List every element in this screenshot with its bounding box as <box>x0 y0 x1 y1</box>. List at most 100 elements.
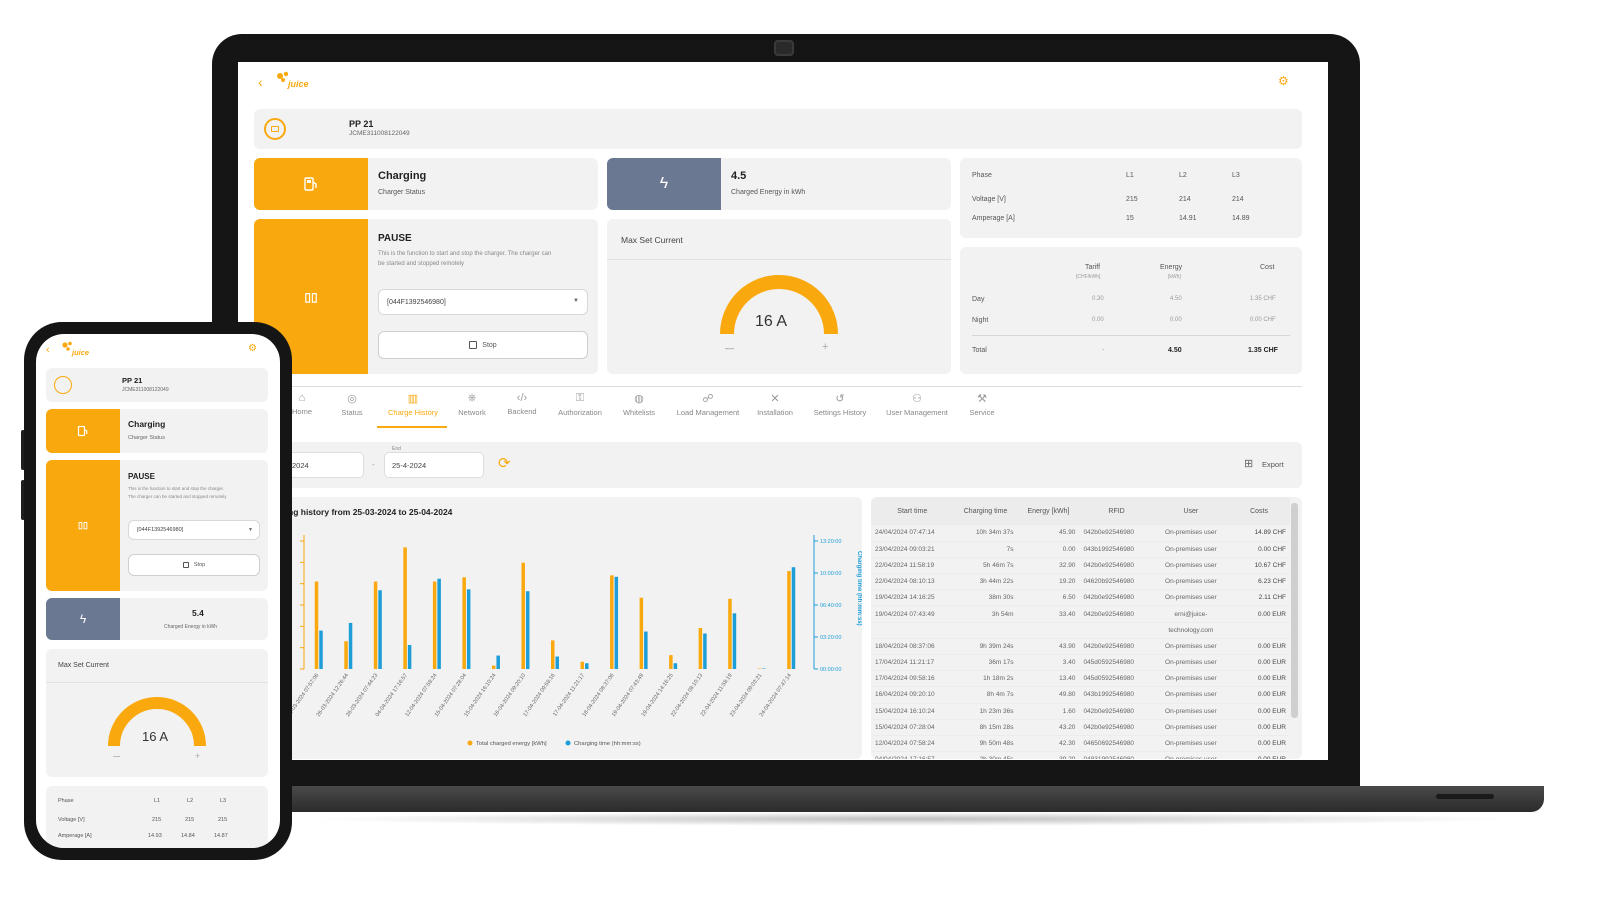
tab-whitelists[interactable]: ◍ Whitelists <box>604 392 674 417</box>
tab-home[interactable]: ⌂ Home <box>267 392 337 416</box>
voltage-l1: 215 <box>1126 196 1138 203</box>
table-row[interactable]: 17/04/2024 11:21:17 36m 17s 3.40 045d059254… <box>871 654 1290 672</box>
laptop-base <box>258 786 1544 812</box>
settings-gear-icon[interactable]: ⚙ <box>1278 74 1289 88</box>
table-cell: 16/04/2024 09:20:10 <box>871 686 954 704</box>
energy-bar <box>551 640 555 669</box>
day-label: Day <box>972 296 985 303</box>
stop-button[interactable]: Stop <box>128 554 260 576</box>
tab-installation[interactable]: ✕ Installation <box>740 392 810 417</box>
rfid-select[interactable]: [044F1392546980] ▼ <box>128 520 260 540</box>
export-table-icon[interactable]: ⊞ <box>1244 458 1254 470</box>
table-header-cell[interactable]: User <box>1183 507 1199 515</box>
voltage-l1: 215 <box>152 817 162 823</box>
table-row[interactable]: 16/04/2024 09:20:10 8h 4m 7s 49.80 043b1992… <box>871 686 1290 704</box>
device-serial: JCME311008122049 <box>122 387 169 393</box>
table-cell: 2.11 CHF <box>1228 589 1290 607</box>
refresh-icon[interactable]: ⟳ <box>498 455 511 472</box>
tab-authorization[interactable]: ⚿ Authorization <box>545 392 615 417</box>
x-tick-label: 04-04-2024 17:16:57 <box>375 673 409 718</box>
load-icon: ☍ <box>702 393 714 405</box>
table-header-cell[interactable]: Costs <box>1250 507 1268 515</box>
table-row[interactable]: 12/04/2024 07:58:24 9h 50m 48s 42.30 046506… <box>871 735 1290 753</box>
tab-service[interactable]: ⚒ Service <box>947 392 1017 417</box>
device-serial: JCME311008122049 <box>349 130 410 137</box>
tab-user-management[interactable]: ⚇ User Management <box>882 392 952 417</box>
table-row[interactable]: 17/04/2024 09:58:16 1h 18m 2s 13.40 045d059… <box>871 670 1290 688</box>
table-cell: 0.00 EUR <box>1228 719 1290 736</box>
tab-network[interactable]: ⎈ Network <box>437 392 507 417</box>
status-subtitle: Charger Status <box>378 189 426 196</box>
table-row[interactable]: 23/04/2024 09:03:21 7s 0.00 043b1992546980 O… <box>871 541 1290 558</box>
table-row[interactable]: 24/04/2024 07:47:14 10h 34m 37s 45.90 042b0… <box>871 525 1290 542</box>
energy-label: Charged Energy in kWh <box>731 189 806 196</box>
export-button[interactable]: Export <box>1262 460 1284 469</box>
tab-backend[interactable]: ‹/› Backend <box>487 392 557 416</box>
device-name: PP 21 <box>122 376 143 385</box>
charging-time-bar <box>673 663 678 669</box>
current-gauge[interactable] <box>719 274 839 338</box>
table-scrollbar[interactable] <box>1291 503 1298 718</box>
table-cell: 33.40 <box>1017 605 1080 623</box>
voltage-l3: 214 <box>1232 196 1244 203</box>
table-row[interactable]: 19/04/2024 07:43:49 3h 54m 33.40 042b0e9254… <box>871 605 1290 623</box>
increase-button[interactable]: + <box>195 751 201 761</box>
decrease-button[interactable]: — <box>113 753 120 760</box>
tab-charge-history[interactable]: ▥ Charge History <box>378 392 448 417</box>
table-cell <box>1228 622 1290 639</box>
charging-time-bar <box>555 656 559 669</box>
tab-label: Backend <box>507 407 537 416</box>
back-chevron-icon[interactable]: ‹ <box>46 344 50 356</box>
table-header-cell[interactable]: Charging time <box>963 507 1008 515</box>
night-cost: 0.00 CHF <box>1250 317 1276 323</box>
table-cell: 1h 18m 2s <box>953 670 1018 688</box>
decrease-button[interactable]: — <box>725 343 734 353</box>
settings-gear-icon[interactable]: ⚙ <box>248 343 257 354</box>
end-date-input[interactable]: 25-4-2024 <box>384 452 484 478</box>
pause-icon[interactable]: ▯▯ <box>46 460 120 591</box>
table-row[interactable]: 04/04/2024 17:16:572h 30m 45s39.20048319… <box>871 751 1290 759</box>
tab-load-management[interactable]: ☍ Load Management <box>671 392 745 417</box>
table-row[interactable]: 15/04/2024 16:10:24 1h 23m 36s 1.60 042b0e9… <box>871 703 1290 720</box>
charging-time-bar <box>762 668 766 669</box>
table-row[interactable]: 22/04/2024 11:58:19 5h 46m 7s 32.90 042b0e9… <box>871 557 1290 575</box>
stop-button[interactable]: Stop <box>378 331 588 359</box>
table-cell: 0.00 EUR <box>1228 654 1290 672</box>
table-row[interactable]: 18/04/2024 08:37:06 9h 39m 24s 43.90 042b0e… <box>871 638 1290 656</box>
table-cell: 2h 30m 45s <box>953 751 1018 759</box>
table-row[interactable]: technology.com <box>871 622 1290 639</box>
table-cell: 15/04/2024 07:28:04 <box>871 719 954 736</box>
amperage-l1: 15 <box>1126 215 1134 222</box>
table-header-cell[interactable]: Start time <box>897 507 928 515</box>
start-date-input[interactable]: 2024 <box>284 452 364 478</box>
table-cell: 0.00 EUR <box>1228 638 1290 656</box>
table-cell: On-premises user <box>1153 557 1229 575</box>
table-cell: 12/04/2024 07:58:24 <box>871 735 954 753</box>
current-gauge[interactable] <box>107 697 207 749</box>
table-header-cell[interactable]: RFID <box>1108 507 1125 515</box>
tab-label: Whitelists <box>622 408 656 417</box>
tab-status[interactable]: ◎ Status <box>317 392 387 417</box>
table-cell: 0.00 <box>1017 541 1080 558</box>
energy-label: Charged Energy in kWh <box>164 624 218 630</box>
table-cell: 45.90 <box>1017 525 1080 542</box>
table-cell: 14.89 CHF <box>1228 525 1290 542</box>
history-icon: ↺ <box>835 393 845 405</box>
right-axis-tick-label: 03:20:00 <box>820 635 841 641</box>
table-header-cell[interactable]: Energy [kWh] <box>1027 507 1070 515</box>
table-row[interactable]: 19/04/2024 14:16:25 38m 30s 6.50 042b0e9254… <box>871 589 1290 607</box>
x-tick-label: 24-04-2024 07:47:14 <box>759 673 793 718</box>
tab-settings-history[interactable]: ↺ Settings History <box>805 392 875 417</box>
charging-time-bar <box>585 663 589 669</box>
lightning-icon: ϟ <box>46 598 120 640</box>
total-tariff: - <box>1102 347 1105 354</box>
phase-l3-header: L3 <box>1232 172 1240 179</box>
back-chevron-icon[interactable]: ‹ <box>258 74 263 90</box>
device-header: PP 21 JCME311008122049 <box>46 368 268 402</box>
table-row[interactable]: 15/04/2024 07:28:04 8h 15m 28s 43.20 042b0e… <box>871 719 1290 736</box>
table-cell: 18/04/2024 08:37:06 <box>871 638 954 656</box>
table-row[interactable]: 22/04/2024 08:10:13 3h 44m 22s 19.20 04620b… <box>871 573 1290 591</box>
increase-button[interactable]: + <box>822 341 829 353</box>
rfid-select[interactable]: [044F1392546980] ▼ <box>378 289 588 315</box>
energy-bar <box>757 668 762 669</box>
